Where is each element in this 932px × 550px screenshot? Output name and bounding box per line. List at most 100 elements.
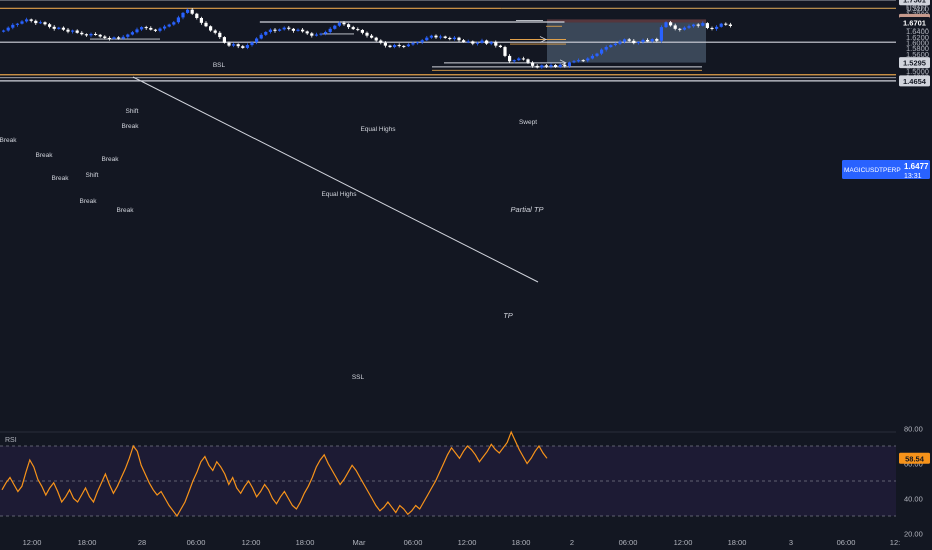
annotation-label: Break xyxy=(102,156,120,163)
candle-body xyxy=(75,30,79,33)
candle-body xyxy=(333,25,337,29)
annotation-label: Partial TP xyxy=(511,205,544,214)
candle-body xyxy=(273,29,277,31)
candle-body xyxy=(558,64,562,68)
candle-body xyxy=(563,64,567,67)
candle-body xyxy=(710,27,714,29)
price-pane[interactable]: BSL Equal Highs Equal Highs Swept Partial TP… xyxy=(0,0,896,381)
candle-body xyxy=(429,35,433,38)
candle-body xyxy=(701,23,705,26)
annotation-label: TP xyxy=(503,311,513,320)
candle-body xyxy=(659,27,663,41)
candle-body xyxy=(209,26,213,31)
candle-body xyxy=(641,39,645,42)
rsi-tick-label: 60.00 xyxy=(904,460,923,469)
price-tick-label: 1.6000 xyxy=(906,39,929,48)
candle-body xyxy=(15,23,19,25)
candle-body xyxy=(342,22,346,25)
annotation-label: Break xyxy=(122,123,140,130)
candle-body xyxy=(728,24,732,26)
candle-body xyxy=(632,40,636,44)
candle-body xyxy=(236,44,240,47)
candle-body xyxy=(310,33,314,36)
candle-body xyxy=(356,29,360,31)
candle-body xyxy=(296,29,300,31)
stop-zone xyxy=(547,19,706,23)
candle-body xyxy=(448,37,452,40)
candle-body xyxy=(411,43,415,45)
candle-body xyxy=(80,32,84,35)
candle-body xyxy=(531,62,535,66)
time-tick-label: 12: xyxy=(890,538,900,547)
candle-body xyxy=(52,26,56,29)
candle-body xyxy=(268,29,272,32)
candle-body xyxy=(25,19,29,22)
candle-body xyxy=(130,32,134,35)
candle-body xyxy=(163,26,167,29)
candle-body xyxy=(715,26,719,29)
candle-body xyxy=(485,40,489,44)
symbol-tag-text: MAGICUSDTPERP xyxy=(844,167,901,174)
current-price-tag xyxy=(842,160,930,179)
candle-body xyxy=(374,37,378,41)
candle-body xyxy=(402,45,406,47)
time-tick-label: 2 xyxy=(570,538,574,547)
candle-body xyxy=(2,30,6,32)
candle-body xyxy=(61,27,65,30)
candle-body xyxy=(452,37,456,40)
candle-body xyxy=(586,58,590,61)
time-tick-label: 06:00 xyxy=(404,538,423,547)
candle-body xyxy=(365,32,369,36)
candle-body xyxy=(425,37,429,41)
candle-body xyxy=(204,22,208,27)
annotation-label: Shift xyxy=(125,108,138,115)
candle-body xyxy=(149,27,153,30)
price-tag-text: 1.4654 xyxy=(903,77,927,86)
candle-body xyxy=(705,23,709,28)
candle-body xyxy=(678,28,682,30)
candle-body xyxy=(724,23,728,25)
candle-body xyxy=(443,36,447,38)
price-tag xyxy=(899,57,930,69)
candle-body xyxy=(245,45,249,48)
candle-body xyxy=(360,29,364,33)
candle-body xyxy=(328,28,332,32)
time-axis[interactable]: 12:00 18:00 28 06:00 12:00 18:00 Mar 06:00 12:00… xyxy=(23,538,901,547)
annotation-label: Equal Highs xyxy=(360,126,396,133)
rsi-tick-label: 20.00 xyxy=(904,530,923,539)
candle-body xyxy=(135,29,139,33)
candle-body xyxy=(498,45,502,48)
candle-body xyxy=(144,27,148,29)
candle-body xyxy=(581,60,585,62)
price-labels: 1.75011.68111.67011.52951.4654MAGICUSDTP… xyxy=(842,0,930,180)
price-tick-label: 1.5600 xyxy=(906,50,929,59)
candle-body xyxy=(526,59,530,63)
time-tick-label: Mar xyxy=(353,538,366,547)
candle-body xyxy=(664,22,668,28)
candle-body xyxy=(337,22,341,26)
candle-body xyxy=(669,22,673,26)
candle-body xyxy=(540,65,544,68)
candle-body xyxy=(379,40,383,43)
candle-body xyxy=(158,28,162,31)
candle-body xyxy=(190,9,194,14)
annotation-label: Break xyxy=(117,207,135,214)
candle-body xyxy=(682,27,686,30)
candle-body xyxy=(549,65,553,67)
candle-body xyxy=(471,41,475,44)
annotation-label: Break xyxy=(52,175,70,182)
candle-body xyxy=(673,25,677,29)
price-tag-text: 1.6701 xyxy=(903,19,926,28)
annotation-label: BSL xyxy=(213,62,226,69)
candle-body xyxy=(489,42,493,44)
price-axis[interactable]: USDT 1.74001.72001.70001.68001.66001.640… xyxy=(906,0,929,87)
rsi-pane[interactable]: RSI 80.00 60.00 40.00 20.00 58.54 xyxy=(0,425,930,539)
candle-body xyxy=(43,22,47,25)
candle-body xyxy=(324,31,328,34)
candle-body xyxy=(623,39,627,42)
rsi-tick-label: 80.00 xyxy=(904,425,923,434)
candle-body xyxy=(199,17,203,23)
candle-body xyxy=(319,33,323,35)
time-tick-label: 06:00 xyxy=(187,538,206,547)
